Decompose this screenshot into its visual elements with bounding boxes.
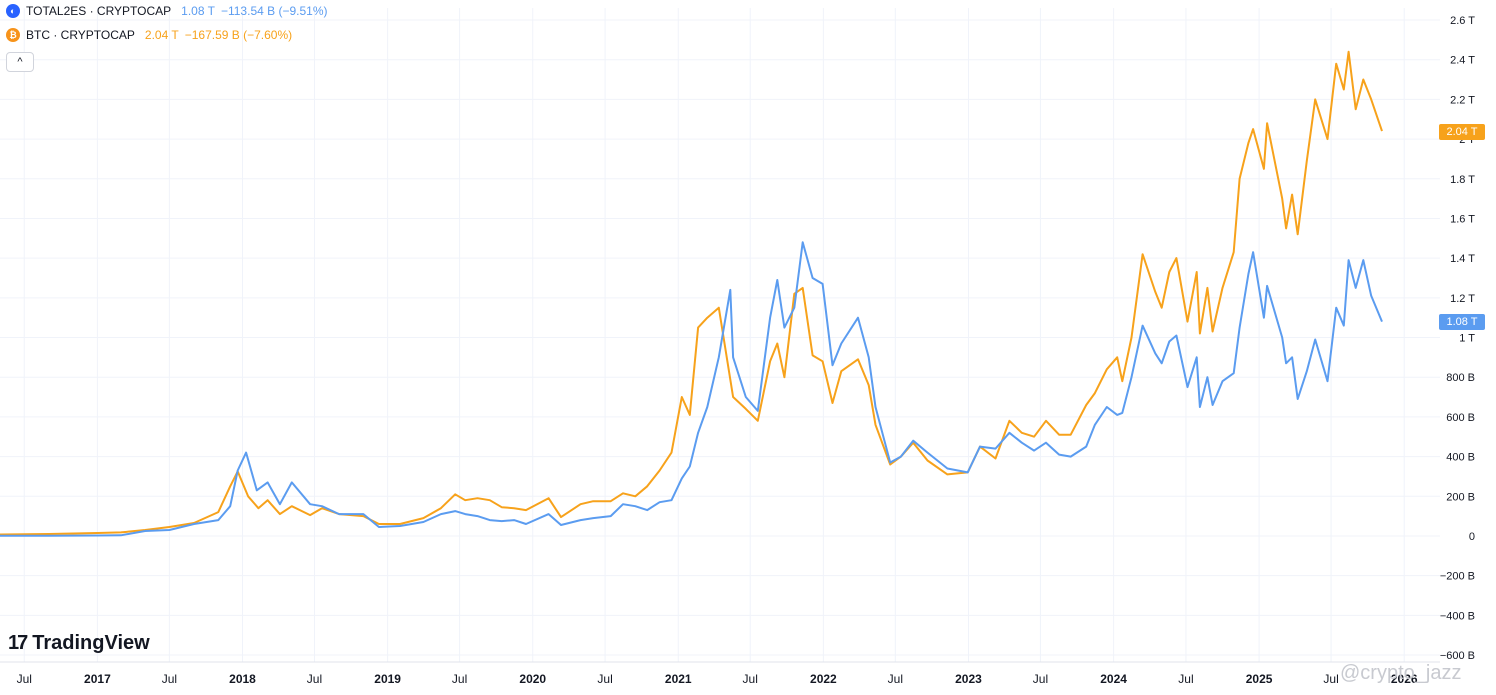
legend-total2es[interactable]: ◐ TOTAL2ES · CRYPTOCAP 1.08 T −113.54 B … — [6, 4, 328, 18]
legend-value: 2.04 T — [144, 28, 179, 42]
y-tick-label: 1.8 T — [1450, 174, 1475, 186]
y-tick-label: −600 B — [1440, 650, 1475, 662]
y-tick-label: 600 B — [1446, 412, 1475, 424]
legend-collapse-button[interactable]: ^ — [6, 52, 34, 72]
legend-value: 1.08 T — [181, 4, 215, 18]
x-tick-label: 2022 — [810, 672, 837, 686]
y-tick-label: 400 B — [1446, 452, 1475, 464]
x-tick-label: 2023 — [955, 672, 982, 686]
x-tick-label: Jul — [452, 672, 467, 686]
y-tick-label: 1 T — [1459, 333, 1475, 345]
chart-grid — [0, 8, 1440, 662]
legend-symbol: TOTAL2ES · CRYPTOCAP — [26, 4, 172, 18]
y-tick-label: 0 — [1469, 531, 1475, 543]
x-tick-label: 2017 — [84, 672, 111, 686]
x-tick-label: Jul — [1323, 672, 1338, 686]
bitcoin-icon: ₿ — [6, 28, 20, 42]
y-tick-label: 1.4 T — [1450, 253, 1475, 265]
x-tick-label: 2025 — [1246, 672, 1273, 686]
y-tick-label: 2.4 T — [1450, 55, 1475, 67]
tradingview-logo[interactable]: 17 TradingView — [8, 632, 150, 655]
x-tick-label: 2018 — [229, 672, 256, 686]
chart-series — [0, 50, 1383, 537]
chevron-up-icon: ^ — [17, 56, 23, 68]
x-tick-label: Jul — [1033, 672, 1048, 686]
y-tick-label: 1.2 T — [1450, 293, 1475, 305]
legend-change: −113.54 B (−9.51%) — [220, 4, 328, 18]
x-tick-label: Jul — [162, 672, 177, 686]
x-tick-label: 2026 — [1391, 672, 1418, 686]
tradingview-mark-icon: 17 — [8, 632, 28, 654]
price-scale[interactable]: 2.6 T2.4 T2.2 T2 T1.8 T1.6 T1.4 T1.2 T1 … — [1440, 15, 1475, 662]
x-tick-label: Jul — [743, 672, 758, 686]
legend-btc[interactable]: ₿ BTC · CRYPTOCAP 2.04 T −167.59 B (−7.6… — [6, 28, 292, 42]
time-scale[interactable]: Jul 2017 Jul 2018 Jul 2019 Jul 2020 Jul 2021 Jul 20… — [17, 672, 1418, 686]
btc-last-price-label: 2.04 T — [1439, 124, 1485, 140]
total2es-last-price-label: 1.08 T — [1439, 314, 1485, 330]
x-tick-label: Jul — [1178, 672, 1193, 686]
y-tick-label: 2.2 T — [1450, 94, 1475, 106]
y-tick-label: 800 B — [1446, 372, 1475, 384]
author-watermark: @crypto_jazz — [1340, 662, 1462, 684]
x-tick-label: 2020 — [519, 672, 546, 686]
x-tick-label: Jul — [888, 672, 903, 686]
tradingview-wordmark: TradingView — [32, 632, 150, 654]
legend-change: −167.59 B (−7.60%) — [184, 28, 293, 42]
x-tick-label: Jul — [307, 672, 322, 686]
legend-symbol: BTC · CRYPTOCAP — [26, 28, 135, 42]
y-tick-label: 2.6 T — [1450, 15, 1475, 27]
x-tick-label: 2021 — [665, 672, 692, 686]
x-tick-label: Jul — [597, 672, 612, 686]
y-tick-label: 200 B — [1446, 491, 1475, 503]
y-tick-label: −200 B — [1440, 571, 1475, 583]
series-line — [0, 241, 1383, 537]
x-tick-label: 2019 — [374, 672, 401, 686]
y-tick-label: 1.6 T — [1450, 213, 1475, 225]
x-tick-label: 2024 — [1100, 672, 1127, 686]
cryptocap-icon: ◐ — [6, 4, 20, 18]
y-tick-label: −400 B — [1440, 610, 1475, 622]
x-tick-label: Jul — [17, 672, 32, 686]
